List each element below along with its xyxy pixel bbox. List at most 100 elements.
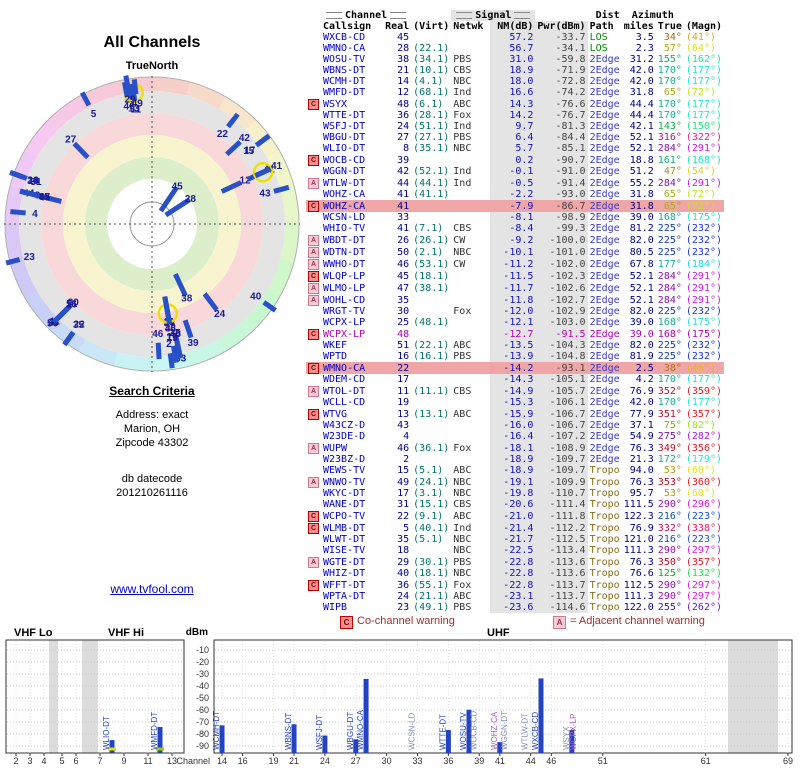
table-row: A WGTE-DT 29 (30.1) PBS -22.8 -113.6 Tropo 76.3 3… [306,556,724,568]
real-channel: 17 [397,374,410,385]
callsign[interactable]: WSFJ-DT [323,121,366,132]
callsign[interactable]: WOHL-CD [323,294,366,306]
callsign[interactable]: WLIO-DT [323,143,366,154]
channel-tick-label: 21 [289,756,299,766]
callsign[interactable]: WHIO-TV [323,223,366,234]
callsign[interactable]: WCMH-DT [323,76,366,87]
radar-channel-label: 25 [170,328,182,339]
callsign[interactable]: W43CZ-D [323,420,366,431]
virtual-channel [411,306,451,317]
co-channel-legend-text: Co-channel warning [357,615,455,627]
power-dbm: -113.4 [535,545,588,556]
callsign[interactable]: WSYX [323,98,348,110]
path-type: 2Edge [589,177,620,189]
true-north-label: TrueNorth [125,60,179,72]
callsign[interactable]: WTVG [323,408,348,420]
callsign[interactable]: WBGU-DT [323,132,366,143]
dbm-tick-label: -80 [196,729,209,739]
azimuth-true: 316° [657,132,682,143]
tvfool-link[interactable]: www.tvfool.com [110,582,194,596]
callsign[interactable]: WDEM-CD [323,374,366,385]
callsign[interactable]: WKYC-DT [323,488,366,499]
radar-channel-label: 24 [27,176,39,187]
callsign[interactable]: WTTE-DT [323,110,366,121]
callsign[interactable]: WLWT-DT [323,534,366,545]
radar-center-circle [129,201,175,247]
virtual-channel: (27.1) [413,132,450,143]
power-dbm: -104.8 [535,351,588,362]
callsign[interactable]: WUPW [323,442,348,454]
callsign[interactable]: WXCB-CD [323,32,366,43]
table-header-row: Callsign Real (Virt) Netwk NM(dB) Pwr(dB… [306,21,724,32]
callsign[interactable]: WMNO-CA [323,43,366,54]
path-type: LOS [589,32,608,43]
callsign[interactable]: WFFT-DT [323,579,366,591]
azimuth-true: 170° [657,397,682,408]
radar-channel-label: 31 [30,177,42,188]
real-channel: 41 [379,200,412,212]
callsign[interactable]: WCLL-CD [323,397,366,408]
network [451,282,490,294]
azimuth-true: 75° [663,420,682,431]
callsign[interactable]: WIPB [323,602,348,613]
real-channel: 45 [397,270,410,282]
callsign[interactable]: WDTN-DT [323,246,366,258]
callsign[interactable]: WCSN-LD [323,212,366,223]
callsign[interactable]: WBDT-DT [323,234,366,246]
callsign[interactable]: WEWS-TV [323,465,366,476]
noise-margin-db: -12.0 [489,306,536,317]
radar-channel-marker [33,192,53,202]
path-type: 2Edge [587,200,622,212]
col-path: Path [589,21,614,32]
callsign[interactable]: WWHO-DT [323,258,366,270]
callsign[interactable]: W23BZ-D [323,454,366,465]
table-row: WIPB 23 (49.1) PBS -23.6 -114.6 Tropo 122.0 255°… [306,602,724,613]
callsign[interactable]: WCPX-LP [323,317,366,328]
callsign[interactable]: WKEF [323,340,348,351]
callsign[interactable]: WNWO-TV [323,476,366,488]
callsign[interactable]: WOHZ-CA [323,189,366,200]
path-type: 2Edge [589,420,620,431]
callsign[interactable]: WTLW-DT [323,177,366,189]
callsign[interactable]: WCPO-TV [323,510,366,522]
callsign[interactable]: WBNS-DT [323,65,366,76]
table-row: WSFJ-DT 24 (51.1) Ind 9.7 -81.3 2Edge 42.1 143°(… [306,121,724,132]
dbm-tick-label: -70 [196,717,209,727]
network: Fox [453,442,472,454]
callsign[interactable]: WPTD [323,351,348,362]
callsign[interactable]: WMNO-CA [321,362,380,374]
callsign[interactable]: W23DE-D [323,431,366,442]
callsign[interactable]: WGGN-DT [323,166,366,177]
callsign[interactable]: WTOL-DT [323,385,366,397]
distance-miles: 76.9 [629,385,654,397]
callsign[interactable]: WRGT-TV [323,306,366,317]
radar-channel-label: 39 [187,338,199,349]
radar-channel-label: 41 [271,161,283,172]
radar-channel-marker [225,139,242,157]
azimuth-true: 216° [657,510,682,522]
callsign[interactable]: WANE-DT [323,499,366,510]
virtual-channel: (48.1) [413,317,450,328]
virtual-channel: (21.1) [413,591,450,602]
callsign[interactable]: WISE-TV [323,545,366,556]
noise-margin-db: -18.9 [489,465,536,476]
callsign[interactable]: WOHZ-CA [321,200,380,212]
callsign[interactable]: WHIZ-DT [323,568,366,579]
callsign[interactable]: WOCB-CD [323,154,366,166]
network [451,431,490,442]
callsign[interactable]: WGTE-DT [323,556,366,568]
callsign[interactable]: WMFD-DT [323,87,366,98]
callsign[interactable]: WLQP-LP [323,270,366,282]
callsign[interactable]: WCPX-LP [323,328,366,340]
callsign[interactable]: WOSU-TV [323,54,366,65]
callsign[interactable]: WPTA-DT [323,591,366,602]
callsign[interactable]: WLMO-LP [323,282,366,294]
dbm-tick-label: -20 [196,657,209,667]
azimuth-true: 38° [655,362,684,374]
network: Ind [453,522,472,534]
network: NBC [453,246,472,258]
callsign[interactable]: WLMB-DT [323,522,366,534]
power-dbm: -106.7 [535,408,588,420]
path-type: Tropo [589,476,620,488]
path-type: Tropo [589,591,620,602]
